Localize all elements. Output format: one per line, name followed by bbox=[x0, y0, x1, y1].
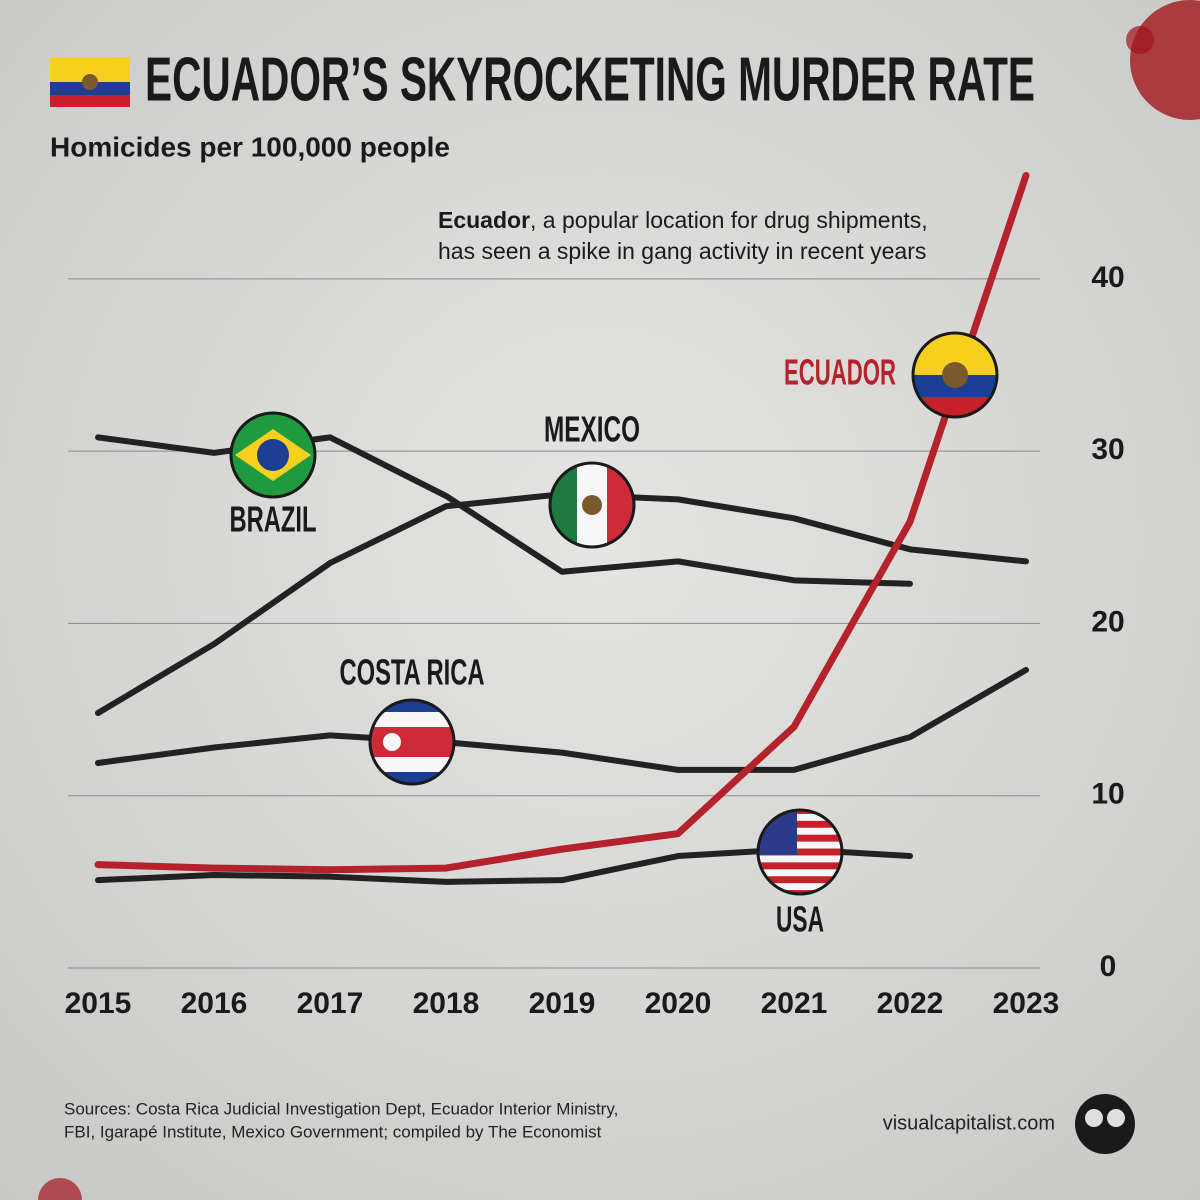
flag-border bbox=[368, 698, 456, 786]
annotation-bold: Ecuador bbox=[438, 207, 530, 233]
flag-emblem bbox=[383, 733, 401, 751]
flag-stripe bbox=[758, 855, 842, 863]
flag bbox=[550, 463, 634, 547]
flag-stripe bbox=[758, 890, 842, 894]
annotation-line: has seen a spike in gang activity in rec… bbox=[438, 238, 926, 264]
source: FBI, Igarapé Institute, Mexico Governmen… bbox=[64, 1122, 602, 1141]
flag-border bbox=[911, 331, 999, 419]
flag bbox=[231, 413, 315, 497]
flag-stripe bbox=[758, 862, 842, 870]
y-tick-label: 10 bbox=[1091, 778, 1124, 811]
series-label: COSTA RICA bbox=[340, 652, 485, 693]
flag-emblem bbox=[582, 495, 602, 515]
y-tick-label: 30 bbox=[1091, 433, 1124, 466]
flag-stripe bbox=[758, 869, 842, 877]
x-tick-label: 2016 bbox=[181, 987, 248, 1020]
x-tick-label: 2022 bbox=[877, 987, 944, 1020]
source: Sources: Costa Rica Judicial Investigati… bbox=[64, 1099, 618, 1118]
flag-emblem bbox=[942, 362, 968, 388]
flag-stripe bbox=[758, 813, 842, 822]
flag-stripe bbox=[758, 827, 842, 836]
flag-stripe bbox=[758, 820, 842, 829]
series-label: USA bbox=[776, 899, 824, 940]
y-tick-label: 40 bbox=[1091, 261, 1124, 294]
annotation-line: , a popular location for drug shipments, bbox=[530, 207, 928, 233]
x-tick-label: 2021 bbox=[761, 987, 828, 1020]
flag-border bbox=[548, 461, 636, 549]
subtitle: Homicides per 100,000 people bbox=[50, 131, 450, 162]
flag-stripe bbox=[758, 841, 842, 850]
x-tick-label: 2019 bbox=[529, 987, 596, 1020]
header-flag bbox=[50, 57, 130, 107]
flag-stripe bbox=[758, 834, 842, 843]
x-tick-label: 2018 bbox=[413, 987, 480, 1020]
flag-border bbox=[756, 808, 844, 896]
x-tick-label: 2015 bbox=[65, 987, 132, 1020]
credit: visualcapitalist.com bbox=[883, 1112, 1055, 1134]
flag-stripe bbox=[758, 848, 842, 856]
y-tick-label: 20 bbox=[1091, 605, 1124, 638]
flag-stripe bbox=[370, 712, 454, 727]
series-label: MEXICO bbox=[544, 409, 640, 450]
x-tick-label: 2020 bbox=[645, 987, 712, 1020]
flag-stripe bbox=[370, 757, 454, 772]
blood-splatter bbox=[1126, 26, 1154, 54]
flag-border bbox=[229, 411, 317, 499]
chart-title: ECUADOR’S SKYROCKETING MURDER RATE bbox=[145, 45, 1035, 114]
annotation: Ecuador, a popular location for drug shi… bbox=[438, 207, 928, 233]
flag-globe bbox=[257, 439, 289, 471]
series-label: ECUADOR bbox=[784, 352, 896, 393]
y-tick-label: 0 bbox=[1100, 950, 1117, 983]
flag-stripe bbox=[758, 810, 842, 815]
flag-stripe bbox=[758, 883, 842, 891]
series-line bbox=[94, 171, 1030, 874]
series-line bbox=[95, 666, 1029, 773]
series-label: BRAZIL bbox=[230, 499, 317, 540]
blood-splatter bbox=[38, 1178, 82, 1200]
x-tick-label: 2017 bbox=[297, 987, 364, 1020]
logo bbox=[1075, 1094, 1135, 1154]
flag-stripe bbox=[758, 876, 842, 884]
flag-stripe bbox=[370, 727, 454, 757]
x-tick-label: 2023 bbox=[993, 987, 1060, 1020]
